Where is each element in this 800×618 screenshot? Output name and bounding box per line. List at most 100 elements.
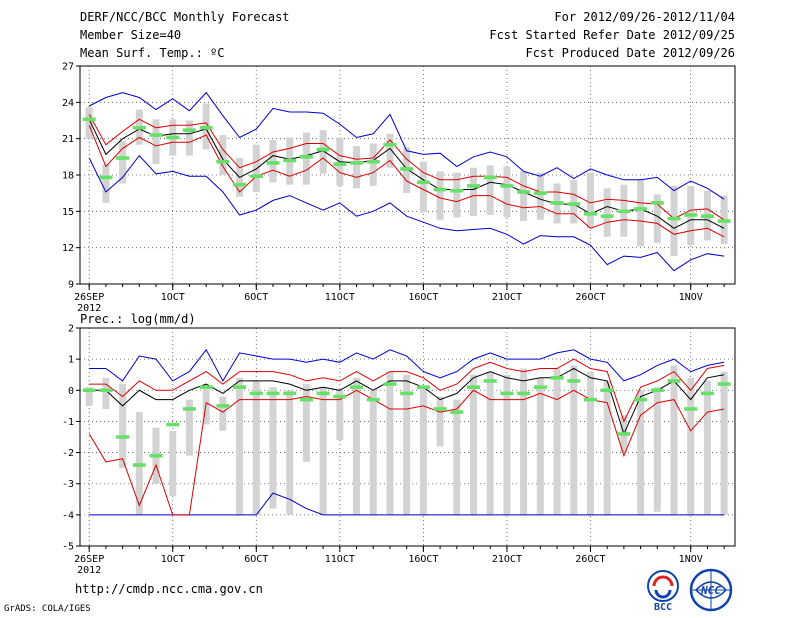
median-marker [517,391,531,396]
ensemble-box [185,399,193,456]
median-marker [684,213,698,217]
ensemble-box [570,365,578,515]
source-url[interactable]: http://cmdp.ncc.cma.gov.cn [75,582,263,596]
temperature-panel: 9 12 15 18 21 24 27 26SEP 1OCT 6OCT 11OCT 16OCT 21OC… [62,62,736,314]
x-tick-label: 6OCT [244,554,268,565]
ensemble-box [637,179,645,247]
median-marker [667,216,681,221]
ncc-logo: NCC [689,568,733,612]
plot-frame [79,327,736,547]
median-marker [283,391,297,396]
median-marker [634,207,648,211]
upper-outer-line [88,91,725,200]
median-marker [216,404,230,408]
y-tick-label: 18 [62,171,74,182]
ensemble-mean-line [89,367,725,436]
ensemble-box [102,164,110,203]
ensemble-box [85,107,93,139]
ensemble-box [336,390,344,441]
median-marker [600,388,614,393]
ensemble-box [386,371,394,515]
x-tick-label: 26SEP [74,292,104,303]
median-marker [99,175,113,180]
forecast-produced-date: Fcst Produced Date 2012/09/26 [525,46,735,60]
median-marker [132,463,146,467]
x-tick-label: 21OCT [492,554,522,565]
median-marker [583,211,597,216]
median-marker [216,159,230,164]
panel-title: Prec.: log(mm/d) [80,312,196,326]
ensemble-box [219,396,227,431]
x-tick-label: 26OCT [575,292,605,303]
median-marker [233,385,247,389]
x-tick-label: 26OCT [575,554,605,565]
ensemble-box [119,384,127,469]
median-marker [233,182,247,187]
forecast-period: For 2012/09/26-2012/11/04 [554,10,735,24]
median-marker [617,432,631,436]
median-marker [467,184,481,188]
median-marker [299,397,313,402]
median-marker [483,175,497,180]
ensemble-box [586,172,594,229]
ensemble-box [302,384,310,462]
median-marker [166,135,180,140]
ensemble-box [520,171,528,222]
ensemble-box [436,396,444,447]
y-tick-label: 2 [68,324,74,335]
median-marker [416,180,430,185]
median-marker [550,376,564,380]
median-marker [684,407,698,411]
ensemble-box [453,172,461,218]
ensemble-box [302,132,310,185]
median-marker [650,388,664,393]
y-tick-label: -1 [62,417,74,428]
median-marker [182,407,196,411]
median-marker [82,117,96,122]
x-tick-label: 26SEP [74,554,104,565]
lower-outer-line [89,492,725,516]
median-marker [283,158,297,163]
median-marker [433,187,447,192]
ensemble-box [470,167,478,217]
x-tick-label: 16OCT [408,554,438,565]
ensemble-box [453,399,461,515]
lower-outer-line [88,154,725,272]
ensemble-box [319,130,327,174]
ensemble-box [369,390,377,515]
median-marker [700,391,714,396]
median-marker [400,391,414,396]
y-tick-label: 1 [68,355,74,366]
median-marker [249,174,263,179]
ensemble-box [653,387,661,512]
ensemble-box [687,377,695,515]
ensemble-box [436,171,444,220]
x-tick-label: 1NOV [679,554,703,565]
x-tick-label: 16OCT [408,292,438,303]
ensemble-box [553,368,561,515]
lower-inner-line [88,389,725,516]
median-marker [583,397,597,402]
median-marker [199,385,213,389]
y-tick-label: -2 [62,448,74,459]
ensemble-box [586,371,594,515]
median-marker [249,391,263,396]
ensemble-box [319,387,327,515]
median-marker [132,125,146,130]
ensemble-box [252,380,260,515]
ensemble-box [486,165,494,215]
median-marker [333,394,347,399]
median-marker [400,167,414,171]
ensemble-box [219,135,227,175]
ensemble-box [169,430,177,497]
median-marker [383,142,397,147]
ensemble-box [353,377,361,515]
ensemble-box [720,371,728,515]
median-marker [533,191,547,195]
x-tick-label: 1OCT [161,292,185,303]
median-marker [717,219,731,223]
median-marker [567,379,581,383]
y-tick-label: 27 [62,62,74,73]
median-marker [299,155,313,159]
